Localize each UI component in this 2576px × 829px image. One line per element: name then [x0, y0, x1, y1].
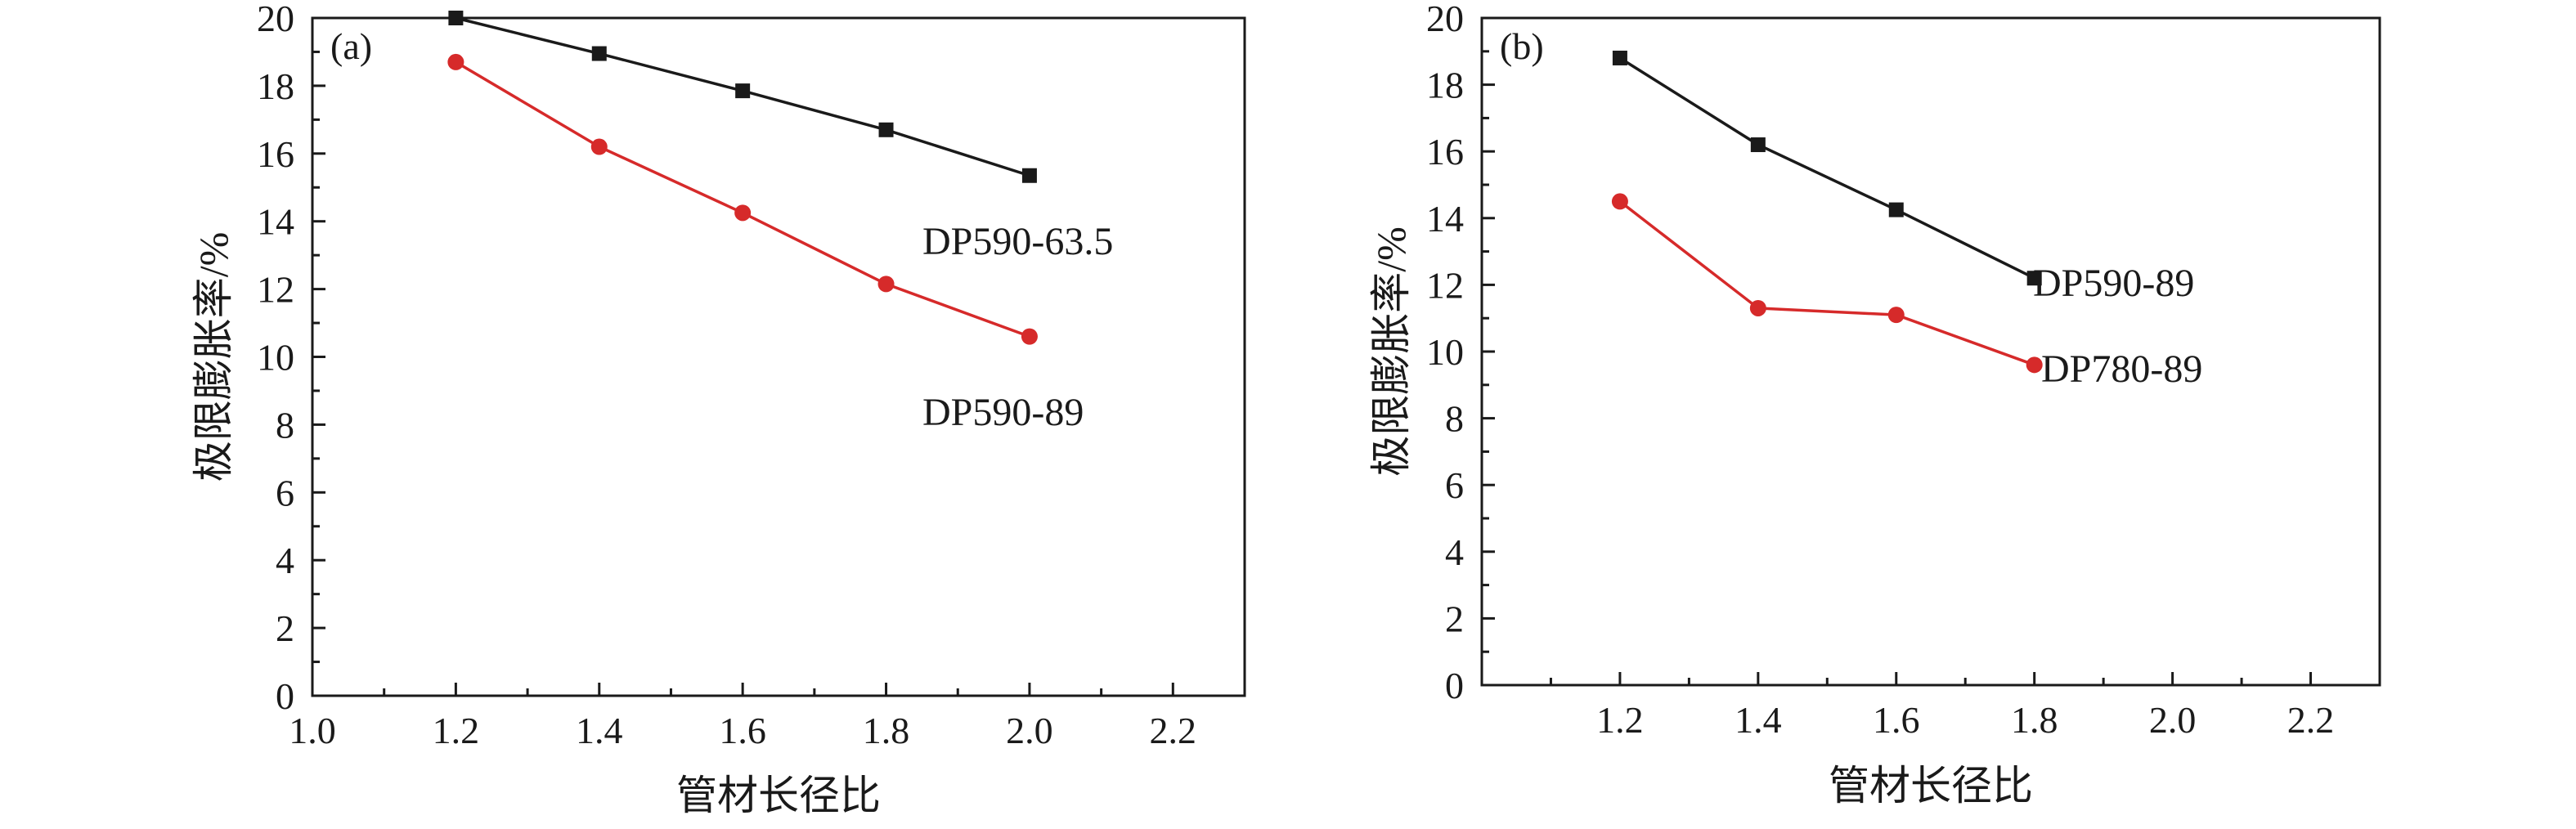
x-tick-label: 1.0	[289, 710, 336, 751]
y-tick-label: 20	[1426, 0, 1464, 39]
data-point-circle	[877, 276, 895, 293]
x-tick-label: 1.6	[1873, 699, 1920, 741]
y-tick-label: 18	[1426, 65, 1464, 106]
data-point-square	[1888, 202, 1904, 217]
x-tick-label: 1.4	[1735, 699, 1782, 741]
data-point-square	[878, 122, 894, 137]
data-point-square	[1021, 168, 1037, 183]
y-tick-label: 6	[1445, 464, 1464, 506]
y-tick-label: 16	[257, 133, 294, 175]
data-point-square	[2026, 271, 2042, 286]
y-tick-label: 12	[257, 269, 294, 311]
y-tick-label: 10	[257, 337, 294, 379]
y-tick-label: 8	[1445, 398, 1464, 440]
data-point-square	[591, 46, 607, 61]
x-tick-label: 2.0	[1006, 710, 1053, 751]
series-label: DP590-89	[2033, 262, 2194, 305]
data-point-circle	[1021, 328, 1038, 345]
chart-panel-a: 1.0 1.2 1.4 1.6 1.8 2.0 2.2 0 2 4 6 8 10 12 14 16 18 20 管材…	[191, 0, 1246, 818]
x-tick-label: 2.2	[2287, 699, 2335, 741]
x-axis-title: 管材长径比	[676, 773, 881, 818]
data-point-circle	[734, 204, 752, 222]
y-tick-label: 2	[276, 607, 294, 649]
series-line	[1618, 56, 2035, 280]
data-point-circle	[447, 53, 464, 70]
x-tick-label: 1.6	[719, 710, 766, 751]
y-tick-label: 6	[276, 472, 294, 513]
y-tick-label: 16	[1426, 131, 1464, 173]
data-point-circle	[590, 138, 608, 155]
data-point-circle	[2026, 356, 2043, 374]
y-axis-title: 极限膨胀率/%	[191, 232, 236, 482]
x-tick-label: 1.8	[863, 710, 910, 751]
series-line	[1618, 200, 2035, 366]
y-tick-label: 4	[276, 540, 294, 581]
y-tick-label: 0	[276, 675, 294, 717]
y-tick-label: 14	[1426, 198, 1464, 240]
y-axis-title: 极限膨胀率/%	[1368, 226, 1414, 477]
data-point-circle	[1611, 193, 1628, 210]
y-tick-label: 14	[257, 201, 294, 243]
data-point-circle	[1887, 307, 1905, 324]
y-tick-label: 0	[1445, 665, 1464, 706]
data-point-square	[735, 83, 751, 99]
x-tick-label: 1.4	[576, 710, 623, 751]
y-tick-label: 2	[1445, 598, 1464, 639]
panel-label: (a)	[330, 25, 372, 67]
x-tick-label: 1.2	[1596, 699, 1644, 741]
data-point-square	[448, 11, 464, 25]
data-point-circle	[1749, 299, 1766, 316]
plot-frame	[1480, 16, 2381, 687]
series-label: DP780-89	[2041, 347, 2202, 391]
series-label: DP590-89	[922, 391, 1084, 434]
y-tick-label: 12	[1426, 264, 1464, 306]
x-tick-label: 1.2	[433, 710, 480, 751]
y-tick-label: 20	[257, 0, 294, 39]
y-tick-label: 18	[257, 65, 294, 107]
data-point-square	[1612, 50, 1627, 65]
series-label: DP590-63.5	[922, 220, 1113, 263]
x-axis-title: 管材长径比	[1829, 763, 2033, 809]
chart-panel-b: 1.2 1.4 1.6 1.8 2.0 2.2 0 2 4 6 8 10 12 14 16 18 20 管材长径比…	[1368, 0, 2381, 809]
panel-label: (b)	[1500, 25, 1544, 67]
x-tick-label: 2.0	[2149, 699, 2197, 741]
data-point-square	[1750, 137, 1766, 153]
plot-frame	[311, 16, 1246, 697]
series-line	[455, 60, 1030, 338]
y-tick-label: 4	[1445, 531, 1464, 573]
x-tick-label: 2.2	[1150, 710, 1197, 751]
x-tick-label: 1.8	[2011, 699, 2058, 741]
y-tick-label: 8	[276, 404, 294, 446]
y-tick-label: 10	[1426, 331, 1464, 373]
